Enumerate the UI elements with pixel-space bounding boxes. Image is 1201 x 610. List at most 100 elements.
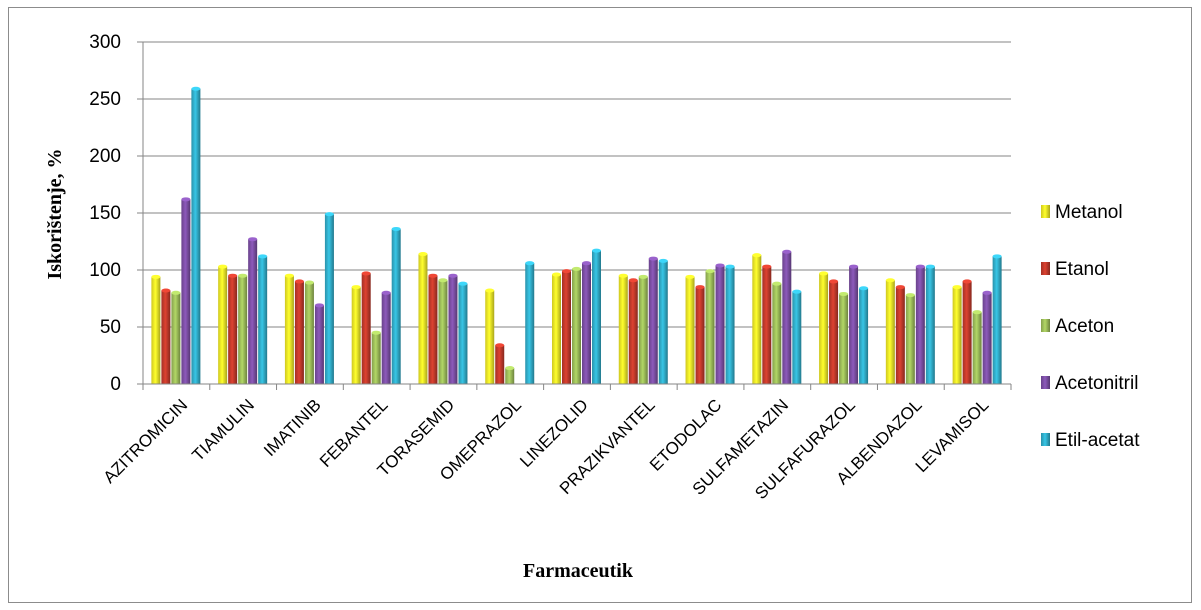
y-tick-label: 150 xyxy=(89,203,121,224)
bar-metanol-omeprazol xyxy=(485,290,495,384)
bar-etanol-azitromicin xyxy=(161,290,171,384)
bar-etil-acetat-torasemid xyxy=(458,283,468,384)
bar-etil-acetat-sulfametazin xyxy=(792,291,802,384)
bar-cap xyxy=(972,310,982,315)
legend-label: Metanol xyxy=(1055,202,1123,223)
y-tick-label: 100 xyxy=(89,260,121,281)
bar-etanol-albendazol xyxy=(895,287,905,384)
bar-cap xyxy=(782,249,792,254)
bar-cap xyxy=(552,272,561,277)
bar-cap xyxy=(695,285,705,290)
bar-acetonitril-prazikvantel xyxy=(648,258,658,384)
bars xyxy=(151,86,1002,385)
bar-metanol-linezolid xyxy=(552,274,561,384)
bar-aceton-tiamulin xyxy=(238,275,248,384)
bar-metanol-levamisol xyxy=(952,287,962,384)
bar-cap xyxy=(705,269,715,274)
bar-cap xyxy=(895,285,905,290)
bar-cap xyxy=(181,197,191,202)
bar-cap xyxy=(819,271,829,276)
bar-aceton-albendazol xyxy=(905,295,915,384)
bar-cap xyxy=(438,278,448,283)
bar-etil-acetat-imatinib xyxy=(324,214,334,384)
bar-cap xyxy=(982,290,992,295)
bar-etil-acetat-levamisol xyxy=(992,256,1002,384)
bar-etanol-omeprazol xyxy=(495,345,505,384)
x-tick-label: IMATINIB xyxy=(260,395,325,460)
bar-cap xyxy=(792,289,802,294)
bar-cap xyxy=(592,248,601,253)
bar-cap xyxy=(658,258,668,263)
bar-aceton-linezolid xyxy=(572,268,581,384)
bar-acetonitril-etodolac xyxy=(715,265,725,384)
bar-aceton-febantel xyxy=(371,332,381,384)
bar-aceton-sulfametazin xyxy=(772,283,782,384)
bar-cap xyxy=(428,273,438,278)
bar-cap xyxy=(772,281,782,286)
bar-etil-acetat-linezolid xyxy=(592,250,601,384)
bar-acetonitril-azitromicin xyxy=(181,199,191,384)
bar-metanol-sulfafurazol xyxy=(819,273,829,384)
legend-swatch xyxy=(1041,262,1050,275)
bar-cap xyxy=(962,279,972,284)
bar-etil-acetat-omeprazol xyxy=(525,263,535,384)
bar-cap xyxy=(314,303,324,308)
bar-aceton-azitromicin xyxy=(171,292,181,384)
bar-cap xyxy=(582,261,591,266)
bar-etanol-prazikvantel xyxy=(628,280,638,384)
bar-etil-acetat-etodolac xyxy=(725,266,735,384)
bar-etil-acetat-tiamulin xyxy=(258,256,268,384)
bar-metanol-tiamulin xyxy=(218,266,228,384)
bar-cap xyxy=(762,264,772,269)
y-axis-title: Iskorištenje, % xyxy=(44,148,66,279)
bar-etanol-febantel xyxy=(361,273,371,384)
bar-aceton-levamisol xyxy=(972,312,982,384)
bar-etil-acetat-prazikvantel xyxy=(658,260,668,384)
bar-metanol-etodolac xyxy=(685,276,695,384)
y-tick-label: 0 xyxy=(110,374,121,395)
bar-cap xyxy=(258,254,268,259)
bar-aceton-prazikvantel xyxy=(638,276,648,384)
bar-metanol-prazikvantel xyxy=(618,275,628,384)
bar-cap xyxy=(448,273,458,278)
bar-cap xyxy=(525,261,535,266)
bar-acetonitril-levamisol xyxy=(982,292,992,384)
y-tick-label: 200 xyxy=(89,146,121,167)
bar-aceton-sulfafurazol xyxy=(839,293,849,384)
bar-etanol-torasemid xyxy=(428,275,438,384)
legend: Metanol Etanol Aceton Acetonitril Etil-aceta… xyxy=(1041,202,1140,451)
bar-cap xyxy=(284,273,294,278)
bar-cap xyxy=(915,264,925,269)
bar-cap xyxy=(859,286,869,291)
bar-cap xyxy=(161,288,171,293)
bar-metanol-albendazol xyxy=(885,280,895,384)
y-tick-label: 300 xyxy=(89,32,121,53)
bar-cap xyxy=(371,330,381,335)
bar-acetonitril-sulfametazin xyxy=(782,251,792,384)
bar-cap xyxy=(218,264,228,269)
bar-acetonitril-imatinib xyxy=(314,305,324,384)
bar-cap xyxy=(304,280,314,285)
bar-cap xyxy=(952,285,962,290)
bar-etil-acetat-albendazol xyxy=(925,266,935,384)
x-tick-label: TIAMULIN xyxy=(188,395,258,465)
bar-etanol-sulfametazin xyxy=(762,266,772,384)
bar-acetonitril-tiamulin xyxy=(248,239,258,384)
bar-cap xyxy=(752,253,762,258)
bar-aceton-torasemid xyxy=(438,280,448,384)
bar-etanol-sulfafurazol xyxy=(829,281,839,384)
bar-etil-acetat-febantel xyxy=(391,228,401,384)
bar-cap xyxy=(495,343,505,348)
bar-aceton-omeprazol xyxy=(505,368,515,384)
bar-etanol-imatinib xyxy=(294,281,304,384)
bar-aceton-etodolac xyxy=(705,271,715,384)
bar-cap xyxy=(905,293,915,298)
bar-acetonitril-febantel xyxy=(381,292,391,384)
bar-cap xyxy=(685,274,695,279)
bar-metanol-sulfametazin xyxy=(752,255,762,384)
bar-cap xyxy=(294,279,304,284)
bar-etil-acetat-azitromicin xyxy=(191,88,201,385)
bar-cap xyxy=(992,254,1002,259)
bar-cap xyxy=(151,274,161,279)
